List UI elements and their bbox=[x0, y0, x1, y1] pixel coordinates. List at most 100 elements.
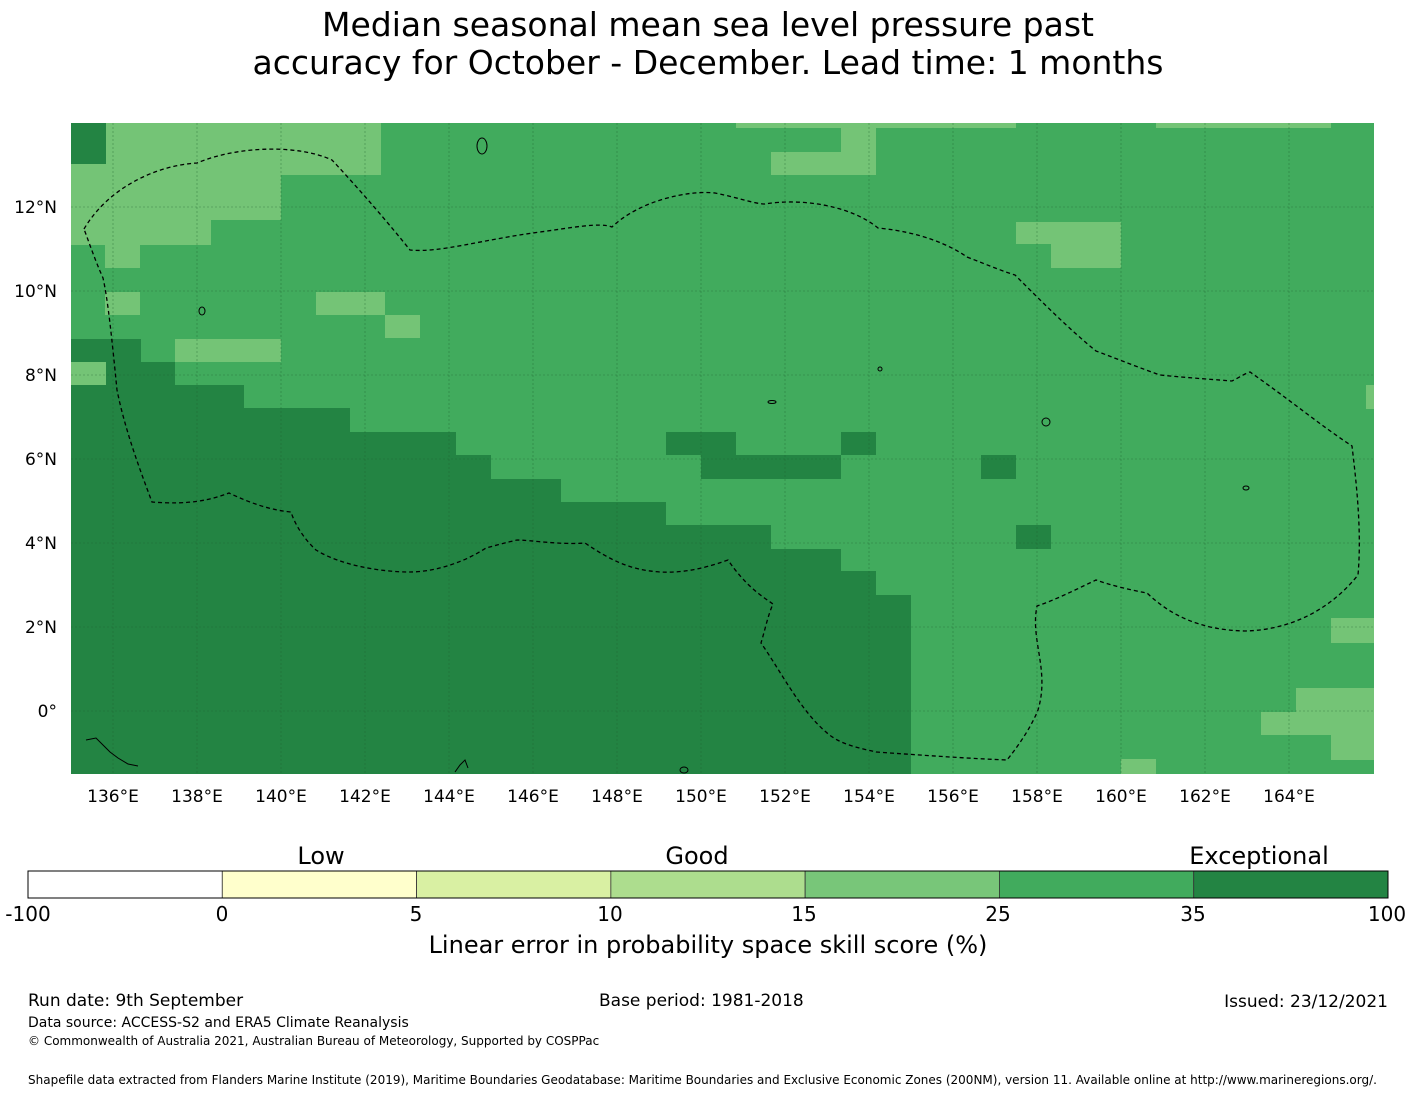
base-period: Base period: 1981-2018 bbox=[599, 991, 804, 1011]
skill-cell bbox=[1331, 618, 1374, 643]
lon-tick-label: 162°E bbox=[1179, 787, 1231, 807]
colorbar-tick: 15 bbox=[791, 902, 817, 926]
skill-cell bbox=[1156, 123, 1331, 128]
lon-tick-label: 148°E bbox=[591, 787, 643, 807]
axis-labels: 136°E 138°E 140°E 142°E 144°E 146°E 148°E 150°E… bbox=[14, 198, 1315, 807]
colorbar-category-exceptional: Exceptional bbox=[1189, 842, 1329, 870]
skill-cell bbox=[1016, 525, 1051, 549]
lon-tick-label: 164°E bbox=[1263, 787, 1315, 807]
skill-cell bbox=[175, 339, 281, 362]
lon-tick-label: 144°E bbox=[423, 787, 475, 807]
colorbar bbox=[27, 870, 1389, 899]
skill-cell bbox=[71, 220, 211, 245]
issued-date: Issued: 23/12/2021 bbox=[1224, 992, 1388, 1012]
skill-cell bbox=[981, 455, 1016, 479]
skill-cell bbox=[71, 525, 771, 549]
skill-cell bbox=[71, 385, 244, 408]
lon-tick-label: 154°E bbox=[843, 787, 895, 807]
skill-cell bbox=[71, 175, 281, 197]
lat-tick-label: 6°N bbox=[25, 450, 57, 470]
skill-cell bbox=[1121, 759, 1156, 774]
island-outline bbox=[877, 366, 883, 372]
skill-cell bbox=[876, 712, 911, 774]
skill-cell bbox=[71, 549, 841, 571]
colorbar-tick: -100 bbox=[5, 902, 51, 926]
lat-tick-label: 10°N bbox=[14, 282, 57, 302]
skill-cell bbox=[106, 362, 175, 385]
skill-cell bbox=[71, 197, 281, 220]
lon-tick-label: 156°E bbox=[927, 787, 979, 807]
lon-tick-label: 138°E bbox=[171, 787, 223, 807]
colorbar-category-good: Good bbox=[665, 842, 729, 870]
coastline bbox=[85, 737, 139, 767]
colorbar-category-low: Low bbox=[297, 842, 345, 870]
colorbar-segment bbox=[416, 870, 612, 899]
skill-cell bbox=[281, 152, 316, 175]
colorbar-tick: 100 bbox=[1367, 902, 1407, 926]
island-outline bbox=[476, 137, 488, 155]
skill-cell bbox=[771, 152, 876, 175]
island-outline bbox=[767, 400, 777, 404]
title-line-1: Median seasonal mean sea level pressure … bbox=[322, 5, 1094, 44]
colorbar-tick: 25 bbox=[985, 902, 1011, 926]
colorbar-frame bbox=[27, 870, 1389, 899]
colorbar-label: Linear error in probability space skill … bbox=[428, 931, 988, 959]
skill-cell bbox=[71, 123, 381, 175]
skill-cell bbox=[71, 502, 666, 525]
island-outline bbox=[1041, 417, 1051, 427]
island-outline bbox=[679, 766, 689, 774]
run-date: Run date: 9th September bbox=[28, 991, 244, 1011]
lon-tick-label: 136°E bbox=[87, 787, 139, 807]
shapefile-credit: Shapefile data extracted from Flanders M… bbox=[28, 1073, 1377, 1087]
colorbar-tick: 0 bbox=[215, 902, 229, 926]
colorbar-segment bbox=[999, 870, 1195, 899]
lat-tick-label: 8°N bbox=[25, 366, 57, 386]
lat-tick-label: 12°N bbox=[14, 198, 57, 218]
lat-tick-label: 0° bbox=[38, 702, 57, 722]
lon-tick-label: 152°E bbox=[759, 787, 811, 807]
skill-cell bbox=[71, 571, 876, 595]
graticule bbox=[71, 123, 1374, 774]
skill-cell bbox=[316, 292, 385, 315]
skill-cell bbox=[1331, 735, 1374, 760]
lat-tick-label: 4°N bbox=[25, 534, 57, 554]
colorbar-segment bbox=[221, 870, 417, 899]
skill-cell bbox=[71, 688, 911, 712]
eez-boundary bbox=[83, 137, 1360, 774]
island-outline bbox=[198, 306, 206, 316]
colorbar-tick: 10 bbox=[597, 902, 623, 926]
skill-score-grid bbox=[71, 123, 1374, 774]
skill-cell bbox=[105, 292, 140, 315]
lon-tick-label: 146°E bbox=[507, 787, 559, 807]
skill-cell bbox=[71, 339, 141, 362]
colorbar-segment bbox=[804, 870, 1000, 899]
skill-cell bbox=[1051, 244, 1121, 268]
skill-cell bbox=[71, 712, 876, 774]
lon-tick-label: 142°E bbox=[339, 787, 391, 807]
skill-cell bbox=[1016, 222, 1121, 244]
colorbar-tick: 35 bbox=[1180, 902, 1206, 926]
lon-tick-label: 158°E bbox=[1011, 787, 1063, 807]
skill-cell bbox=[1296, 688, 1374, 712]
lon-tick-label: 150°E bbox=[675, 787, 727, 807]
lat-tick-label: 2°N bbox=[25, 618, 57, 638]
lon-tick-label: 140°E bbox=[255, 787, 307, 807]
lon-tick-label: 160°E bbox=[1095, 787, 1147, 807]
skill-cell bbox=[1366, 385, 1374, 409]
eez-boundary-line bbox=[83, 148, 1360, 761]
skill-cell bbox=[71, 362, 106, 385]
coastline bbox=[454, 759, 469, 773]
skill-cell bbox=[71, 432, 456, 456]
skill-cell bbox=[701, 455, 841, 479]
colorbar-segment bbox=[27, 870, 223, 899]
skill-cell bbox=[841, 432, 876, 455]
island-outline bbox=[1242, 485, 1250, 491]
colorbar-tick: 5 bbox=[409, 902, 423, 926]
chart-title: Median seasonal mean sea level pressure … bbox=[0, 6, 1416, 82]
skill-cell bbox=[1261, 712, 1374, 735]
skill-cell bbox=[71, 408, 350, 432]
skill-cell bbox=[71, 618, 911, 688]
data-source: Data source: ACCESS-S2 and ERA5 Climate … bbox=[28, 1015, 409, 1031]
skill-cell bbox=[71, 595, 911, 618]
